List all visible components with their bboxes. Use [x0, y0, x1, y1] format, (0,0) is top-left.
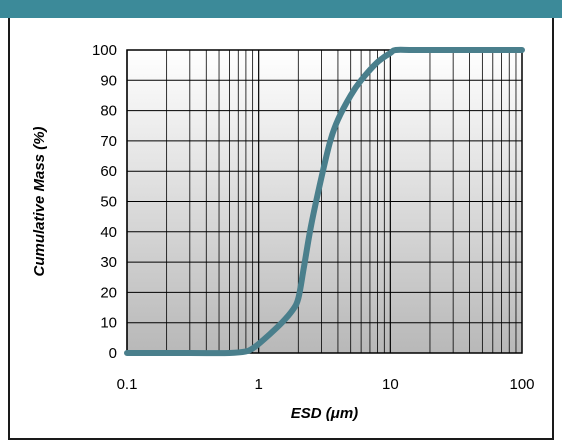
y-axis-title: Cumulative Mass (%) [31, 126, 48, 276]
x-tick-label: 100 [509, 376, 534, 393]
y-tick-label: 70 [100, 133, 117, 150]
y-tick-label: 40 [100, 224, 117, 241]
series-group [124, 46, 525, 357]
y-tick-labels: 0 10 20 30 40 50 60 70 80 90 100 [92, 42, 117, 362]
header-bar [0, 0, 562, 18]
chart-panel: 0 10 20 30 40 50 60 70 80 90 100 0.1 1 10 100 ESD (μm… [8, 18, 554, 440]
y-tick-label: 30 [100, 254, 117, 271]
x-tick-label: 10 [382, 376, 399, 393]
x-axis-title: ESD (μm) [291, 405, 358, 422]
y-tick-label: 50 [100, 194, 117, 211]
y-tick-label: 20 [100, 284, 117, 301]
x-tick-label: 0.1 [117, 376, 138, 393]
y-tick-label: 80 [100, 103, 117, 120]
x-tick-labels: 0.1 1 10 100 [117, 376, 535, 393]
cumulative-mass-chart: 0 10 20 30 40 50 60 70 80 90 100 0.1 1 10 100 ESD (μm… [31, 42, 535, 422]
y-tick-label: 0 [109, 345, 117, 362]
y-tick-label: 90 [100, 72, 117, 89]
y-tick-label: 100 [92, 42, 117, 59]
plot-border [126, 49, 523, 354]
y-tick-label: 60 [100, 163, 117, 180]
series-line [124, 46, 525, 357]
y-tick-label: 10 [100, 315, 117, 332]
x-tick-label: 1 [254, 376, 262, 393]
